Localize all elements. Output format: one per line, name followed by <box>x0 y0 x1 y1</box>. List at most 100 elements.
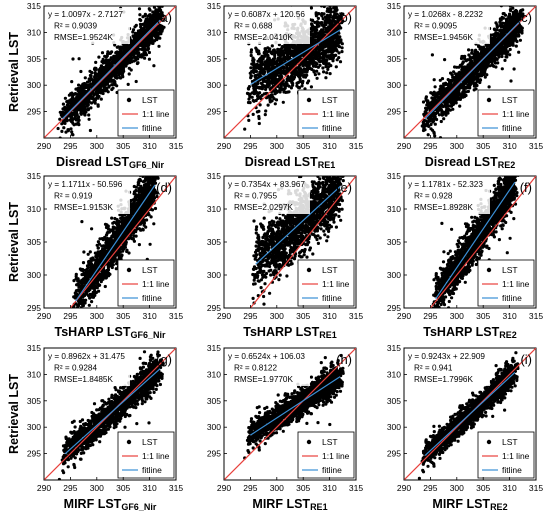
data-point <box>439 119 443 124</box>
data-point <box>328 56 332 60</box>
data-point <box>338 1 341 4</box>
data-point <box>497 34 501 39</box>
data-point <box>322 2 325 5</box>
data-point <box>474 87 478 91</box>
data-point <box>59 113 63 117</box>
data-point <box>459 56 464 61</box>
data-point <box>509 22 514 26</box>
data-point <box>314 64 318 68</box>
data-point <box>291 53 296 57</box>
data-point <box>87 117 91 121</box>
data-point <box>148 15 152 19</box>
data-point <box>69 98 73 102</box>
data-point <box>314 56 319 60</box>
data-point <box>483 75 487 79</box>
data-point <box>471 74 475 78</box>
data-point <box>77 118 81 122</box>
data-point <box>147 41 151 45</box>
data-point <box>315 69 319 73</box>
data-point <box>484 64 488 68</box>
data-point <box>476 59 480 63</box>
data-point <box>131 28 136 32</box>
data-point <box>303 75 308 79</box>
data-point <box>432 78 436 82</box>
data-point <box>269 93 273 97</box>
x-tick-label: 295 <box>423 141 437 151</box>
data-point <box>101 57 105 62</box>
data-point <box>449 98 453 102</box>
data-point <box>422 118 426 123</box>
data-point <box>99 97 103 101</box>
data-point <box>445 89 449 93</box>
data-point <box>285 77 289 81</box>
data-point <box>318 59 322 63</box>
data-point <box>330 0 333 2</box>
data-point <box>137 7 142 11</box>
data-point <box>272 81 276 85</box>
data-point <box>458 104 462 108</box>
data-point <box>520 13 524 17</box>
data-point <box>255 94 260 98</box>
data-point <box>443 58 447 62</box>
data-point <box>432 116 436 120</box>
data-point <box>150 34 154 38</box>
data-point <box>93 78 97 83</box>
data-point <box>151 15 155 19</box>
data-point <box>252 83 256 87</box>
x-tick-label: 290 <box>37 141 51 151</box>
data-point <box>141 29 146 33</box>
y-tick-label: 300 <box>207 80 221 90</box>
data-point <box>453 65 457 69</box>
data-point <box>243 127 247 131</box>
data-point <box>96 103 100 107</box>
data-point <box>467 53 471 57</box>
data-point <box>275 71 279 75</box>
data-point <box>325 71 329 75</box>
data-point <box>451 107 455 111</box>
data-point <box>271 84 275 88</box>
data-point <box>247 118 251 122</box>
legend-label: fitline <box>322 123 342 133</box>
legend-label: LST <box>142 95 158 105</box>
data-point <box>488 58 492 62</box>
data-point <box>275 90 279 94</box>
data-point <box>332 28 336 33</box>
data-point <box>253 63 258 67</box>
r-squared-text: R² = 0.688 <box>234 22 273 31</box>
data-point <box>99 90 103 94</box>
data-point <box>135 49 139 53</box>
data-point <box>64 107 69 111</box>
data-point <box>503 43 507 47</box>
data-point <box>72 98 76 103</box>
data-point <box>247 85 251 89</box>
data-point <box>508 8 512 12</box>
data-point <box>127 72 131 76</box>
data-point <box>449 85 453 89</box>
data-point <box>60 122 64 126</box>
data-point <box>441 90 445 94</box>
data-point <box>325 30 329 34</box>
data-point <box>143 24 147 28</box>
data-point <box>126 56 130 60</box>
data-point <box>78 106 82 110</box>
data-point <box>334 65 338 69</box>
data-point <box>71 57 75 61</box>
data-point <box>260 54 264 58</box>
data-point <box>311 53 315 57</box>
data-point <box>432 90 436 94</box>
data-point <box>160 6 164 8</box>
data-point <box>517 0 520 2</box>
data-point <box>252 58 256 62</box>
data-point <box>469 56 473 61</box>
data-point <box>252 70 256 75</box>
data-point <box>143 50 147 54</box>
data-point <box>335 36 339 40</box>
data-point <box>444 112 448 116</box>
data-point <box>281 100 285 104</box>
data-point <box>316 65 320 69</box>
data-point <box>501 46 506 50</box>
rmse-text: RMSE=2.0410K <box>234 33 293 42</box>
data-point <box>512 67 516 71</box>
y-tick-label: 315 <box>27 1 41 11</box>
data-point <box>325 44 329 48</box>
